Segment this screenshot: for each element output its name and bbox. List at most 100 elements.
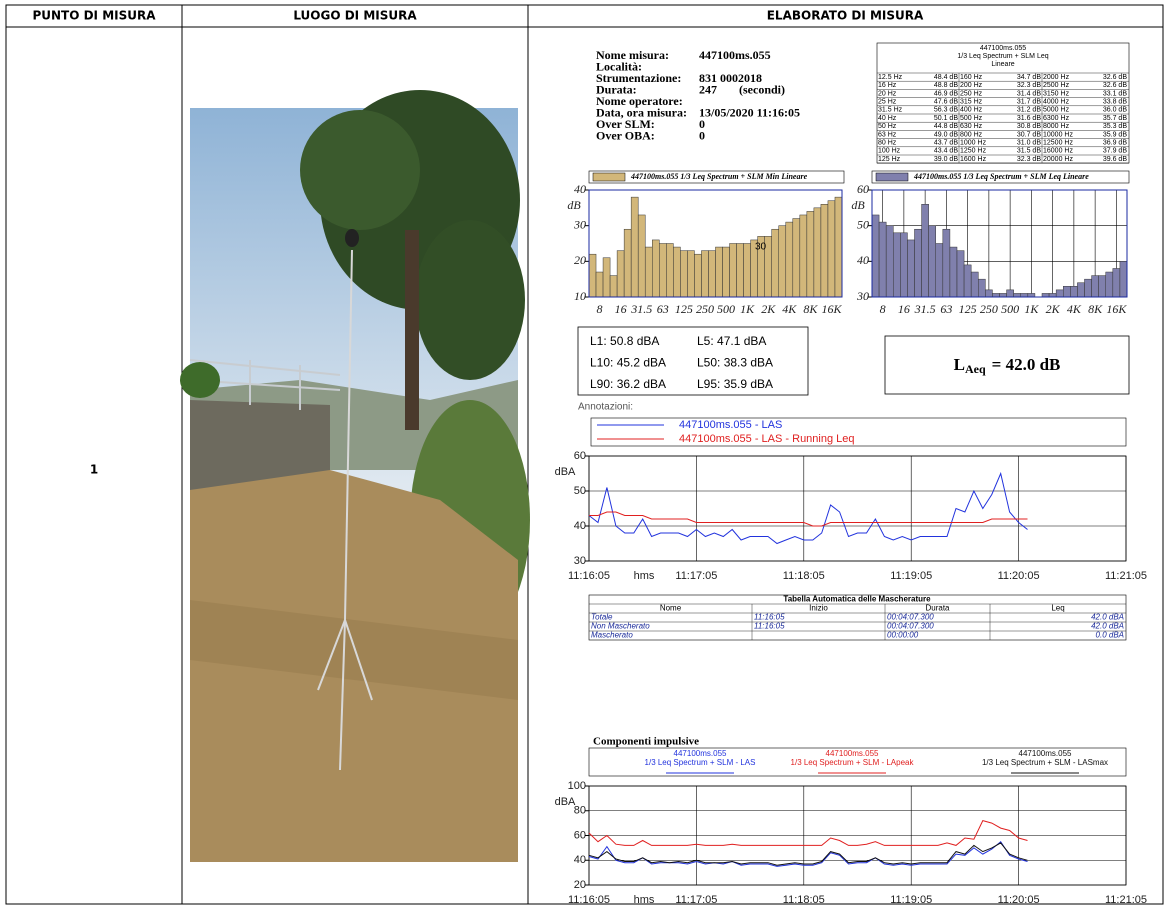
band-level: 49.0 dB	[934, 131, 958, 138]
mask-cell: Mascherato	[591, 631, 633, 640]
bar	[929, 226, 936, 297]
bar	[673, 247, 680, 297]
bar	[936, 244, 943, 298]
bar	[807, 211, 814, 297]
legend-label: 1/3 Leq Spectrum + SLM - LApeak	[791, 758, 915, 767]
bar	[1092, 276, 1099, 297]
band-level: 43.4 dB	[934, 148, 958, 155]
band-level: 35.9 dB	[1103, 131, 1127, 138]
mask-cell: 42.0 dBA	[1091, 613, 1124, 622]
mask-cell: 00:04:07.300	[887, 622, 934, 631]
bar	[1120, 261, 1127, 297]
x-tick-label: 31.5	[630, 302, 652, 316]
bar	[1049, 293, 1056, 297]
band: 800 Hz	[960, 131, 983, 138]
bar	[814, 208, 821, 297]
x-tick-label: 11:21:05	[1105, 570, 1147, 582]
point-number: 1	[90, 463, 98, 477]
bar	[950, 247, 957, 297]
band-level: 31.2 dB	[1017, 107, 1041, 114]
bar	[821, 204, 828, 297]
x-tick-label: 63	[657, 302, 669, 316]
laeq-subscript: Aeq	[965, 362, 986, 376]
band: 1600 Hz	[960, 156, 987, 163]
spectrum-title: Lineare	[991, 61, 1014, 68]
laeq-symbol: L	[954, 355, 965, 374]
x-tick-label: 11:20:05	[998, 894, 1040, 906]
bar	[624, 229, 631, 297]
band-level: 31.5 dB	[1017, 148, 1041, 155]
band-level: 30.8 dB	[1017, 123, 1041, 130]
bar	[779, 226, 786, 297]
bar	[828, 201, 835, 297]
x-tick-label: 16K	[1106, 302, 1127, 316]
band-level: 33.8 dB	[1103, 99, 1127, 106]
mask-cell: 11:16:05	[754, 613, 785, 622]
bar	[1014, 293, 1021, 297]
band: 20000 Hz	[1043, 156, 1073, 163]
x-tick-label: 500	[717, 302, 735, 316]
bar	[610, 276, 617, 297]
y-axis-label: dB	[851, 198, 865, 212]
band: 630 Hz	[960, 123, 983, 130]
x-tick-label: 11:17:05	[675, 570, 717, 582]
bar	[1099, 276, 1106, 297]
y-tick-label: 100	[568, 780, 586, 792]
mask-cell: 0.0 dBA	[1096, 631, 1124, 640]
info: Nome misura:447100ms.055Località:Strumen…	[596, 48, 800, 143]
band: 16 Hz	[878, 82, 897, 89]
y-tick-label: 30	[856, 289, 869, 303]
band-level: 32.6 dB	[1103, 74, 1127, 81]
legend-file: 447100ms.055	[674, 749, 727, 758]
y-tick-label: 40	[857, 253, 869, 267]
x-tick-label: 4K	[1067, 302, 1082, 316]
band-level: 36.0 dB	[1103, 107, 1127, 114]
legend-file: 447100ms.055	[826, 749, 879, 758]
legend-label: 1/3 Leq Spectrum + SLM - LASmax	[982, 758, 1108, 767]
spectrum-title: 447100ms.055	[980, 45, 1026, 52]
band: 10000 Hz	[1043, 131, 1073, 138]
band: 6300 Hz	[1043, 115, 1070, 122]
bar	[872, 215, 879, 297]
band: 12.5 Hz	[878, 74, 903, 81]
bar	[680, 251, 687, 297]
band: 20 Hz	[878, 90, 897, 97]
bar	[907, 240, 914, 297]
x-tick-label: 500	[1001, 302, 1019, 316]
bar	[971, 272, 978, 297]
y-tick-label: 40	[574, 854, 586, 866]
y-axis-label: dBA	[555, 466, 576, 478]
x-tick-label: 2K	[761, 302, 776, 316]
bar	[786, 222, 793, 297]
x-tick-label: 2K	[1046, 302, 1061, 316]
info-value: 13/05/2020 11:16:05	[699, 105, 800, 119]
band-level: 39.0 dB	[934, 156, 958, 163]
plot-area	[589, 456, 1126, 561]
legend-file: 447100ms.055	[1019, 749, 1072, 758]
bar	[772, 229, 779, 297]
x-tick-label: 1K	[740, 302, 755, 316]
bar	[730, 244, 737, 298]
x-tick-label: 11:21:05	[1105, 894, 1147, 906]
band-level: 31.4 dB	[1017, 90, 1041, 97]
percentile: L5: 47.1 dBA	[697, 334, 766, 348]
band-level: 36.9 dB	[1103, 140, 1127, 147]
bar	[957, 251, 964, 297]
bar	[659, 244, 666, 298]
column-header: ELABORATO DI MISURA	[767, 9, 924, 23]
bar	[716, 247, 723, 297]
bar	[893, 233, 900, 297]
mask-cell: 00:04:07.300	[887, 613, 934, 622]
x-tick-label: 250	[696, 302, 714, 316]
bar	[652, 240, 659, 297]
percentile: L90: 36.2 dBA	[590, 377, 666, 391]
y-tick-label: 50	[857, 217, 869, 231]
band-level: 48.8 dB	[934, 82, 958, 89]
bar	[1007, 290, 1014, 297]
legend-swatch	[876, 173, 908, 181]
bar	[1106, 272, 1113, 297]
bar	[915, 229, 922, 297]
laeq: LAeq= 42.0 dB	[954, 355, 1061, 376]
bar	[964, 265, 971, 297]
x-tick-label: 11:19:05	[890, 570, 932, 582]
